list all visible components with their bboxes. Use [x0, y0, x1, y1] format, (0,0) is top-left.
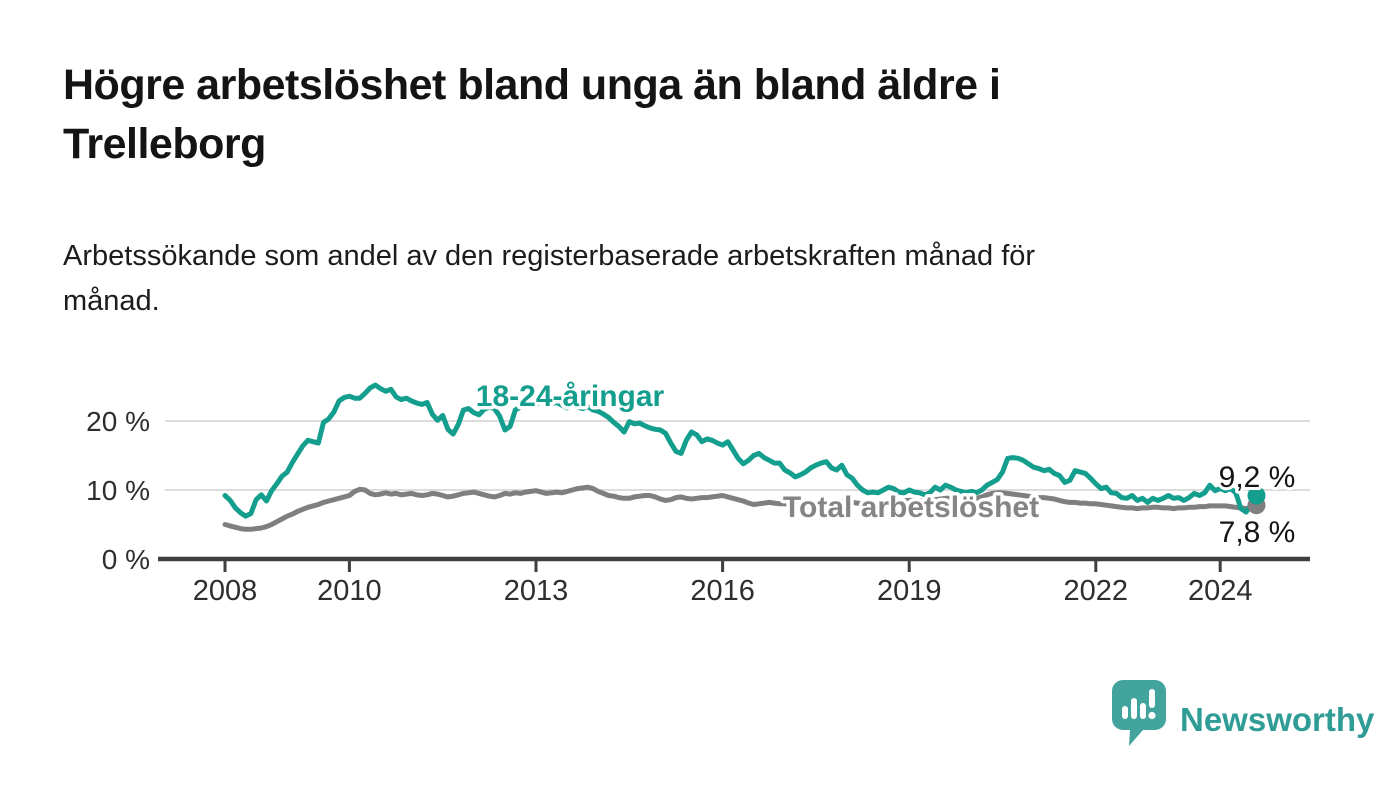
endpoint-dot-young: [1247, 486, 1266, 505]
x-axis-tick-label: 2008: [193, 575, 258, 607]
bar-chart-bar-small: [1122, 706, 1128, 719]
series-label-young: 18-24-åringar: [476, 380, 665, 413]
x-axis-tick-label: 2019: [877, 575, 942, 607]
series-line-total: [222, 484, 1259, 532]
page-title-line2: Trelleborg: [63, 120, 266, 168]
bar-chart-bar-tall: [1131, 698, 1137, 719]
bar-chart-bar-medium: [1140, 703, 1146, 719]
speech-bubble-shape: [1112, 680, 1166, 746]
x-axis-tick-label: 2022: [1064, 575, 1129, 607]
x-axis-tick-label: 2024: [1188, 575, 1253, 607]
brand-footer: Newsworthy: [1110, 678, 1374, 748]
page-title-line1: Högre arbetslöshet bland unga än bland ä…: [63, 61, 1001, 109]
end-value-label-young: 9,2 %: [1219, 461, 1296, 494]
newsworthy-logo-icon: [1112, 680, 1166, 746]
brand-name: Newsworthy: [1180, 701, 1375, 738]
series-line-young: [222, 382, 1259, 519]
x-axis-tick-label: 2013: [504, 575, 569, 607]
chart-subtitle-line2: månad.: [63, 285, 160, 317]
end-value-label-total: 7,8 %: [1219, 516, 1296, 549]
chart-subtitle: Arbetssökande som andel av den registerb…: [63, 234, 1283, 324]
exclamation-dot: [1148, 711, 1156, 720]
series-label-total: Total arbetslöshet: [783, 491, 1039, 524]
y-axis-tick-label: 20 %: [86, 406, 150, 437]
y-axis-tick-label: 10 %: [86, 475, 150, 506]
page-title: Högre arbetslöshet bland unga än bland ä…: [63, 56, 1283, 174]
y-axis-tick-label: 0 %: [102, 544, 150, 575]
chart-subtitle-line1: Arbetssökande som andel av den registerb…: [63, 240, 1036, 272]
exclamation-bar: [1149, 689, 1155, 708]
x-axis-tick-label: 2010: [317, 575, 382, 607]
x-axis-tick-label: 2016: [690, 575, 755, 607]
